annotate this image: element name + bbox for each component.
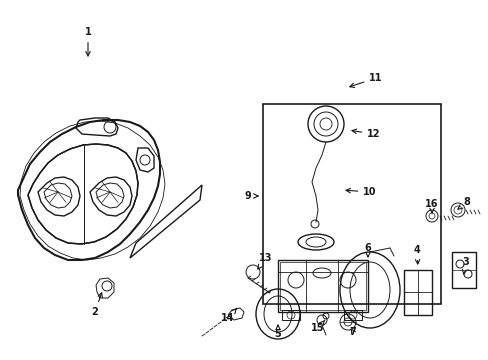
Text: 13: 13 [257,253,272,269]
Text: 11: 11 [349,73,382,87]
Text: 2: 2 [91,293,102,317]
Text: 4: 4 [413,245,420,264]
Bar [343,310,361,320]
Text: 10: 10 [346,187,376,197]
Bar [263,104,440,304]
Text: 12: 12 [351,129,380,139]
Text: 5: 5 [274,325,281,339]
Text: 6: 6 [364,243,370,257]
Polygon shape [28,144,138,244]
Text: 9: 9 [244,191,258,201]
Text: 16: 16 [425,199,438,213]
Text: 1: 1 [84,27,91,56]
Bar [403,270,431,315]
Bar [282,310,299,320]
Text: 3: 3 [462,257,468,274]
Text: 8: 8 [457,197,469,209]
Text: 7: 7 [349,327,356,337]
Bar [280,262,365,310]
Bar [451,252,475,288]
Bar [278,260,367,312]
Text: 14: 14 [221,308,236,323]
Text: 15: 15 [311,320,324,333]
